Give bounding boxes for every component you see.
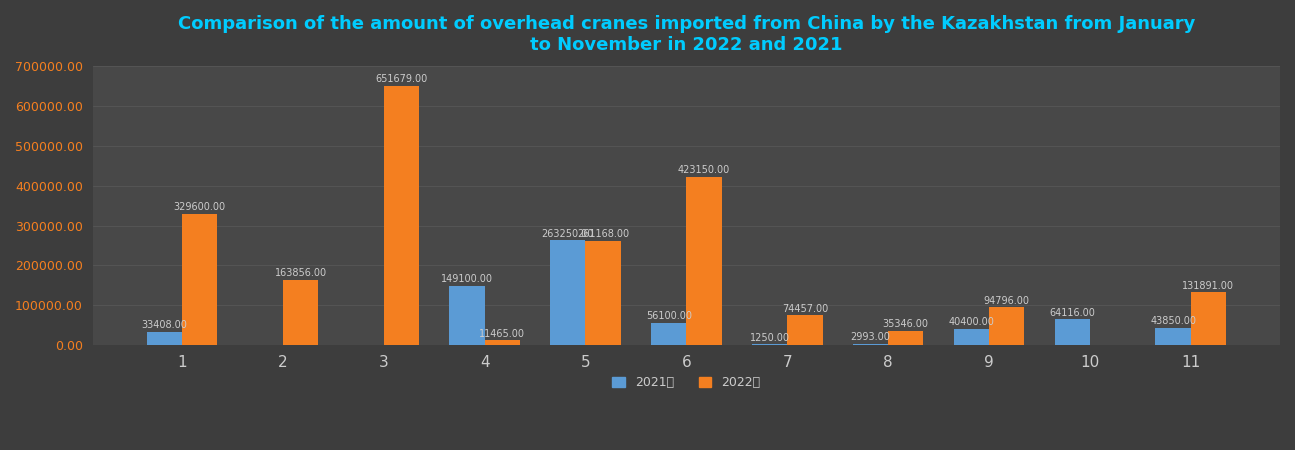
Bar: [585, 241, 620, 345]
Bar: [888, 331, 923, 345]
Text: 94796.00: 94796.00: [984, 296, 1030, 306]
Text: 64116.00: 64116.00: [1049, 308, 1096, 318]
Text: 131891.00: 131891.00: [1182, 281, 1234, 291]
Text: 261168.00: 261168.00: [578, 230, 629, 239]
Bar: [989, 307, 1024, 345]
Text: 163856.00: 163856.00: [275, 268, 326, 278]
Bar: [449, 286, 484, 345]
Text: 11465.00: 11465.00: [479, 329, 526, 339]
Bar: [146, 332, 183, 345]
Bar: [686, 176, 721, 345]
Legend: 2021年, 2022年: 2021年, 2022年: [607, 371, 765, 394]
Bar: [787, 315, 822, 345]
Text: 2993.00: 2993.00: [851, 332, 891, 342]
Text: 43850.00: 43850.00: [1150, 316, 1197, 326]
Text: 40400.00: 40400.00: [948, 317, 995, 327]
Bar: [484, 340, 519, 345]
Text: 33408.00: 33408.00: [141, 320, 188, 330]
Text: 149100.00: 149100.00: [442, 274, 493, 284]
Bar: [1054, 320, 1090, 345]
Text: 651679.00: 651679.00: [376, 74, 427, 84]
Text: 423150.00: 423150.00: [677, 165, 730, 175]
Text: 263250.00: 263250.00: [541, 229, 594, 238]
Text: 56100.00: 56100.00: [646, 311, 692, 321]
Text: 74457.00: 74457.00: [782, 304, 828, 314]
Bar: [550, 240, 585, 345]
Bar: [383, 86, 420, 345]
Title: Comparison of the amount of overhead cranes imported from China by the Kazakhsta: Comparison of the amount of overhead cra…: [177, 15, 1195, 54]
Bar: [183, 214, 218, 345]
Bar: [953, 329, 989, 345]
Bar: [651, 323, 686, 345]
Text: 35346.00: 35346.00: [883, 320, 929, 329]
Text: 1250.00: 1250.00: [750, 333, 790, 343]
Bar: [752, 344, 787, 345]
Bar: [1190, 292, 1226, 345]
Bar: [1155, 328, 1190, 345]
Bar: [853, 344, 888, 345]
Bar: [282, 280, 319, 345]
Text: 329600.00: 329600.00: [174, 202, 225, 212]
